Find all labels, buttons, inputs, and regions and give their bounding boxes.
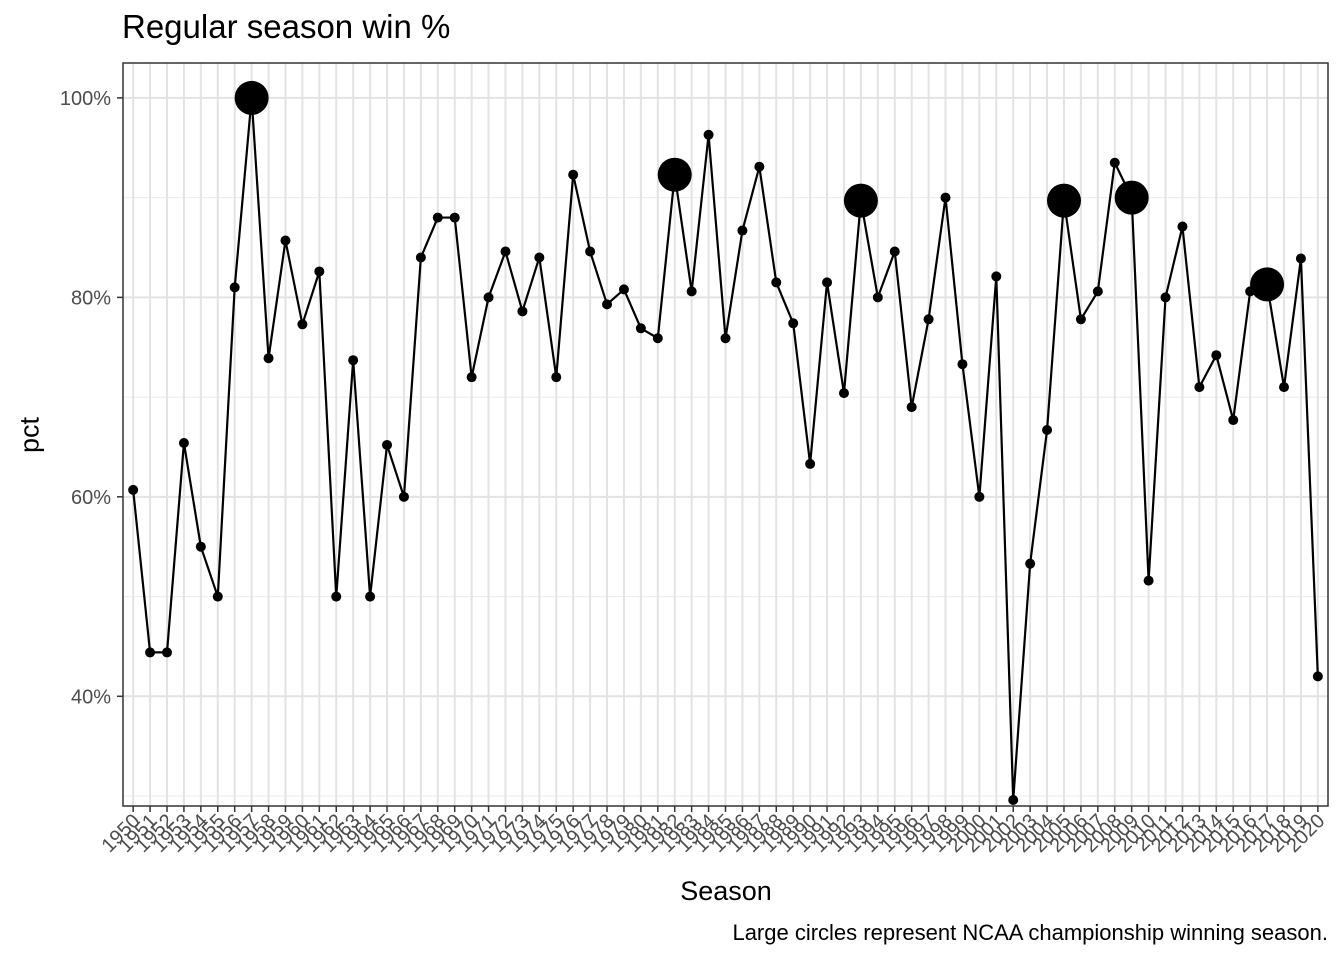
data-point [872, 292, 883, 303]
championship-point [1046, 183, 1081, 218]
data-point [940, 192, 951, 203]
data-point [263, 353, 274, 364]
data-point [974, 491, 985, 502]
data-point [991, 271, 1002, 282]
data-point [500, 246, 511, 257]
data-point [297, 319, 308, 330]
data-point [1312, 671, 1323, 682]
data-point [568, 169, 579, 180]
data-point [1295, 253, 1306, 264]
data-point [923, 314, 934, 325]
data-point [703, 129, 714, 140]
data-point [771, 277, 782, 288]
championship-point [1114, 180, 1149, 215]
data-point [517, 306, 528, 317]
data-point [1075, 314, 1086, 325]
data-point [1092, 286, 1103, 297]
data-point [1143, 575, 1154, 586]
data-point [602, 299, 613, 310]
data-point [957, 359, 968, 370]
data-point [618, 284, 629, 295]
data-point [788, 318, 799, 329]
data-point [754, 161, 765, 172]
data-point [1025, 558, 1036, 569]
data-point [348, 355, 359, 366]
data-point [737, 225, 748, 236]
data-point [415, 252, 426, 263]
data-point [162, 647, 173, 658]
data-point [686, 286, 697, 297]
data-point [635, 323, 646, 334]
data-point [1109, 157, 1120, 168]
y-tick-label: 60% [71, 487, 111, 509]
data-point [449, 212, 460, 223]
data-point [822, 277, 833, 288]
data-point [906, 402, 917, 413]
x-axis-label: Season [680, 876, 772, 906]
y-tick-label: 100% [60, 88, 111, 110]
chart-title: Regular season win % [122, 8, 451, 45]
data-point [314, 266, 325, 277]
data-point [585, 246, 596, 257]
data-point [128, 484, 139, 495]
data-point [398, 491, 409, 502]
data-point [1194, 382, 1205, 393]
data-point [483, 292, 494, 303]
data-point [432, 212, 443, 223]
data-point [229, 282, 240, 293]
chart-caption: Large circles represent NCAA championshi… [732, 920, 1328, 945]
championship-point [657, 157, 692, 192]
y-tick-label: 80% [71, 287, 111, 309]
data-point [145, 647, 156, 658]
data-point [551, 372, 562, 383]
data-point [534, 252, 545, 263]
data-point [1008, 795, 1019, 806]
data-point [195, 541, 206, 552]
data-point [1278, 382, 1289, 393]
data-point [365, 591, 376, 602]
data-point [178, 437, 189, 448]
data-point [720, 333, 731, 344]
data-point [1211, 350, 1222, 361]
data-point [838, 388, 849, 399]
data-point [212, 591, 223, 602]
data-point [1042, 425, 1053, 436]
data-point [466, 372, 477, 383]
championship-point [1250, 267, 1285, 302]
data-point [805, 458, 816, 469]
y-tick-label: 40% [71, 686, 111, 708]
data-point [889, 246, 900, 257]
championship-point [234, 80, 269, 115]
data-point [1177, 221, 1188, 232]
data-point [652, 333, 663, 344]
data-point [280, 235, 291, 246]
championship-point [843, 183, 878, 218]
data-point [331, 591, 342, 602]
data-point [1160, 292, 1171, 303]
data-point [382, 439, 393, 450]
data-point [1228, 415, 1239, 426]
